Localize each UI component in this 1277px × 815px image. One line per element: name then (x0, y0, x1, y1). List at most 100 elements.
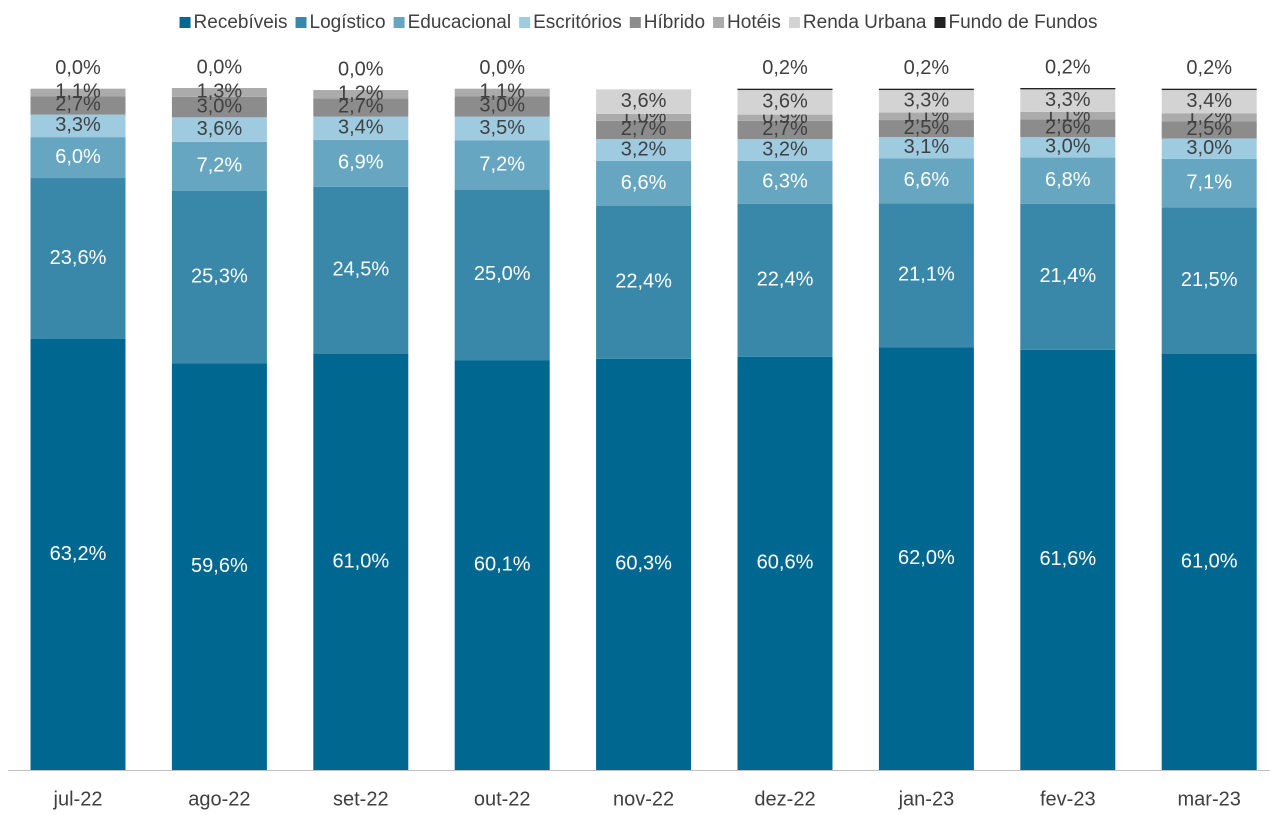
data-label: 3,2% (621, 138, 667, 160)
x-tick-label: jul-22 (53, 788, 103, 810)
data-label: 60,6% (757, 552, 814, 574)
bar-segment (878, 137, 974, 159)
bar-segment (878, 347, 974, 770)
bar-segment (1161, 88, 1257, 91)
bar-segment (171, 363, 267, 770)
legend-label: Hotéis (727, 12, 781, 33)
data-label: 21,1% (898, 263, 955, 285)
data-label: 61,6% (1039, 548, 1096, 570)
bar-segment (878, 112, 974, 121)
bar-segment (1161, 113, 1257, 122)
bar-segment (30, 114, 126, 138)
bar-segment (596, 113, 692, 121)
legend-label: Renda Urbana (803, 12, 927, 33)
data-label: 6,3% (762, 171, 808, 193)
legend-swatch (788, 17, 800, 28)
data-label: 3,3% (904, 90, 950, 112)
data-label: 0,0% (197, 56, 243, 78)
data-label: 3,6% (197, 118, 243, 140)
bar-segment (1161, 90, 1257, 114)
data-label: 0,0% (55, 57, 101, 79)
data-label: 0,2% (1186, 57, 1232, 79)
data-label: 2,6% (1045, 117, 1091, 139)
x-tick-label: dez-22 (754, 788, 815, 810)
bar-segment (1020, 137, 1116, 158)
bar-segment (30, 137, 126, 179)
data-label: 60,3% (615, 553, 672, 575)
data-label: 6,6% (904, 169, 950, 191)
bar-segment (1020, 349, 1116, 770)
data-label: 6,8% (1045, 169, 1091, 191)
bar-segment (596, 120, 692, 140)
data-label: 21,5% (1181, 269, 1238, 291)
legend-swatch (179, 17, 191, 28)
bar-segment (1161, 207, 1257, 354)
data-label: 3,4% (338, 117, 384, 139)
bar-segment (1020, 88, 1116, 90)
bar-segment (596, 160, 692, 206)
x-tick-label: jan-23 (898, 788, 955, 810)
legend-label: Recebíveis (194, 12, 288, 33)
data-label: 2,7% (762, 118, 808, 140)
bar-segment (313, 139, 409, 187)
bar-segment (30, 88, 126, 97)
legend-swatch (295, 17, 307, 28)
data-label: 63,2% (50, 543, 107, 565)
data-label: 3,0% (1186, 137, 1232, 159)
legend-label: Logístico (310, 12, 386, 33)
bar-segment (30, 178, 126, 339)
bar-segment (596, 139, 692, 161)
bar-segment (737, 203, 833, 357)
bar-segment (737, 160, 833, 204)
bar-segment (1161, 158, 1257, 208)
bar-segment (737, 120, 833, 140)
bar-segment (737, 114, 833, 121)
legend-swatch (934, 17, 946, 28)
bar-segment (737, 356, 833, 770)
bar-segment (878, 203, 974, 348)
legend-swatch (519, 17, 531, 28)
bar-segment (30, 96, 126, 115)
data-label: 3,6% (621, 90, 667, 112)
data-label: 59,6% (191, 555, 248, 577)
bar-segment (313, 98, 409, 117)
data-label: 7,2% (479, 153, 525, 175)
data-label: 0,2% (762, 57, 808, 79)
data-label: 25,3% (191, 266, 248, 288)
data-label: 0,2% (904, 57, 950, 79)
data-label: 3,6% (762, 91, 808, 113)
bar-segment (1161, 353, 1257, 770)
data-label: 2,7% (338, 96, 384, 118)
data-label: 7,2% (197, 155, 243, 177)
legend-label: Escritórios (533, 12, 622, 33)
x-tick-label: ago-22 (188, 788, 250, 810)
bar-segment (454, 88, 550, 97)
data-label: 3,4% (1186, 90, 1232, 112)
bar-segment (313, 353, 409, 770)
data-label: 6,6% (621, 172, 667, 194)
data-label: 22,4% (615, 271, 672, 293)
data-label: 3,3% (55, 114, 101, 136)
bar-segment (596, 89, 692, 114)
x-tick-label: set-22 (333, 788, 389, 810)
legend-swatch (713, 17, 725, 28)
legend-label: Educacional (408, 12, 512, 33)
data-label: 3,0% (479, 95, 525, 117)
legend: Recebíveis Logístico Educacional Escritório… (179, 12, 1097, 33)
bar-segment (171, 190, 267, 364)
data-label: 3,2% (762, 138, 808, 160)
bar-segment (1020, 111, 1116, 120)
bar-segment (30, 338, 126, 770)
x-tick-label: mar-23 (1178, 788, 1241, 810)
data-label: 3,5% (479, 117, 525, 139)
x-tick-label: out-22 (474, 788, 531, 810)
data-label: 1,3% (197, 81, 243, 103)
bar-segment (171, 141, 267, 191)
bar-segment (454, 96, 550, 117)
data-label: 1,1% (55, 81, 101, 103)
bar-segment (454, 189, 550, 361)
data-label: 23,6% (50, 247, 107, 269)
data-label: 2,7% (55, 94, 101, 116)
bar-segment (171, 96, 267, 118)
